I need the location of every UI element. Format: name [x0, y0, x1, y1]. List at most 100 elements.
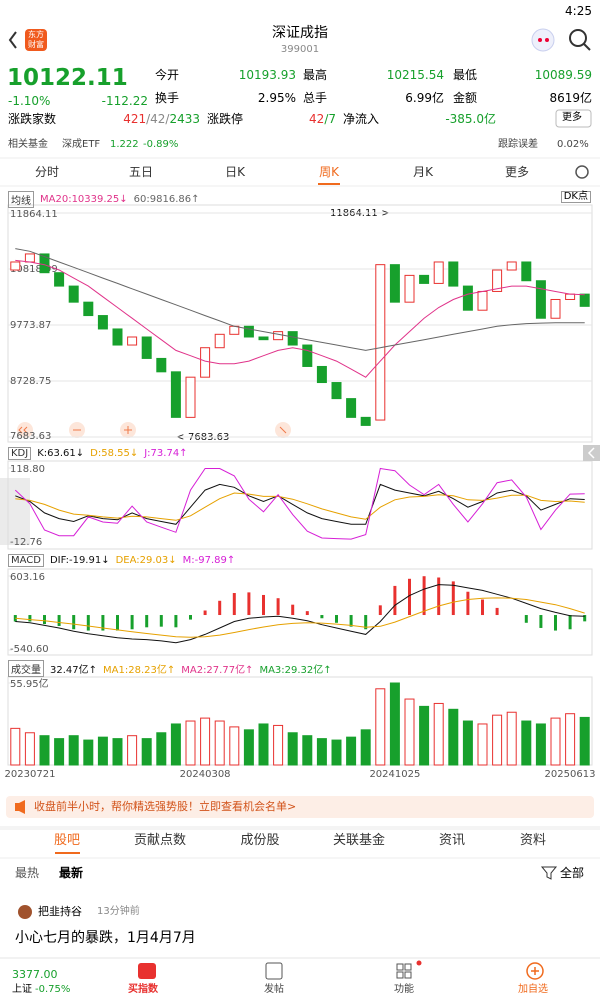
filter-label[interactable]: 全部 — [560, 866, 585, 880]
app-logo — [25, 29, 47, 51]
sub-tab[interactable]: 成份股 — [240, 833, 280, 848]
volume-bar — [492, 714, 503, 766]
y-tick-label: 11864.11 — [10, 209, 58, 220]
volume-bar — [273, 724, 284, 766]
period-tab[interactable]: 日K — [225, 165, 245, 179]
kdj-handle[interactable] — [0, 478, 30, 545]
candle — [141, 336, 152, 359]
candle — [360, 416, 371, 426]
buy-index-icon[interactable] — [138, 963, 156, 979]
volume-bar — [112, 738, 123, 766]
legend-title[interactable]: 均线 — [8, 191, 34, 208]
volume-bar — [185, 720, 196, 766]
stat-label: 换手 — [155, 91, 180, 105]
legend: MACD DIF:-19.91↓ DEA:29.03↓ M:-97.89↑ — [8, 554, 235, 567]
settings-icon[interactable] — [575, 165, 589, 179]
legend-title[interactable]: 成交量 — [8, 660, 44, 677]
tracking-value: 0.02% — [557, 139, 589, 150]
price: 10122.11 — [7, 65, 128, 91]
volume-bar — [477, 723, 488, 766]
volume-bar — [97, 736, 108, 766]
more-button[interactable] — [555, 109, 592, 128]
volume-bar — [54, 738, 65, 766]
period-tab[interactable]: 分时 — [34, 165, 59, 179]
legend-entry: J:73.74↑ — [144, 448, 188, 459]
change-pct: -1.10% — [8, 94, 51, 108]
filter-icon[interactable] — [540, 866, 558, 880]
candle — [389, 264, 400, 303]
search-icon[interactable] — [569, 29, 587, 47]
post-icon[interactable] — [265, 962, 283, 980]
status-time: 4:25 — [565, 4, 592, 18]
dk-label[interactable]: DK点 — [560, 191, 591, 203]
sub-tab[interactable]: 股吧 — [53, 833, 80, 848]
add-watch-icon[interactable] — [526, 962, 544, 980]
legend-title[interactable]: KDJ — [8, 447, 32, 460]
candle — [229, 325, 240, 335]
y-tick-label: -12.76 — [10, 537, 42, 548]
sort-new[interactable]: 最新 — [59, 866, 84, 880]
candle — [316, 365, 327, 384]
fund-label: 相关基金 — [8, 139, 48, 150]
legend-entry: D:58.55↓ — [90, 448, 139, 459]
volume-bar — [375, 688, 386, 766]
candle — [375, 264, 386, 421]
candle — [477, 290, 488, 311]
candle — [404, 274, 415, 303]
inflow-label: 净流入 — [343, 112, 380, 126]
nav-item[interactable]: 发帖 — [264, 984, 284, 995]
collapse-tab[interactable] — [583, 445, 600, 461]
sub-tab[interactable]: 资料 — [519, 833, 546, 848]
series-line — [14, 467, 585, 540]
nav-item[interactable]: 加自选 — [518, 984, 548, 995]
breadth-label: 涨跌家数 — [8, 112, 57, 126]
nav-item[interactable]: 功能 — [394, 984, 414, 995]
period-tab[interactable]: 更多 — [504, 165, 529, 179]
legend-title[interactable]: MACD — [8, 554, 44, 567]
candle — [492, 269, 503, 292]
volume-bar — [258, 723, 269, 766]
more-label[interactable]: 更多 — [562, 112, 582, 123]
post-content[interactable]: 小心七月的暴跌，1月4月7月 — [15, 930, 196, 946]
sub-tab[interactable]: 资讯 — [438, 833, 465, 848]
index-change: -0.75% — [35, 984, 71, 995]
candle — [579, 293, 590, 307]
stat-label: 今开 — [155, 68, 180, 82]
legend: 均线 MA20:10339.25↓ 60:9816.86↑ — [8, 191, 199, 208]
robot-icon[interactable] — [531, 28, 555, 52]
back-icon[interactable] — [8, 31, 17, 49]
stat-label: 总手 — [303, 91, 328, 105]
volume-frame — [7, 676, 593, 766]
candle — [10, 261, 21, 271]
candle — [83, 301, 94, 317]
candle — [170, 371, 181, 418]
candle — [273, 331, 284, 341]
banner-bg[interactable] — [6, 796, 594, 818]
megaphone-icon — [15, 800, 25, 814]
sub-tab[interactable]: 贡献点数 — [133, 833, 186, 848]
nav-item[interactable]: 买指数 — [128, 984, 158, 995]
sort-hot[interactable]: 最热 — [15, 866, 40, 880]
series-line — [15, 259, 585, 378]
candle — [68, 285, 79, 303]
volume-bar — [83, 739, 94, 766]
volume-bar — [10, 727, 21, 766]
zoom-controls[interactable] — [17, 422, 291, 438]
function-icon[interactable] — [396, 963, 412, 979]
page-title: 深证成指 — [272, 25, 328, 41]
index-code: 399001 — [280, 44, 320, 55]
period-tab[interactable]: 五日 — [128, 165, 153, 179]
sub-tab[interactable]: 关联基金 — [332, 833, 385, 848]
period-tab[interactable]: 月K — [413, 165, 433, 179]
candle — [506, 261, 517, 271]
post-author[interactable]: 把韭持谷 — [38, 905, 82, 918]
fund-name[interactable]: 深成ETF — [62, 139, 101, 150]
period-tab[interactable]: 周K — [319, 165, 339, 179]
banner-text[interactable]: 收盘前半小时，帮你精选强势股！立即查看机会名单> — [34, 800, 297, 813]
volume-bar — [24, 732, 35, 766]
avatar[interactable] — [18, 905, 32, 919]
candle — [346, 398, 357, 418]
volume-bar — [287, 732, 298, 766]
legend: KDJ K:63.61↓ D:58.55↓ J:73.74↑ — [8, 447, 188, 460]
